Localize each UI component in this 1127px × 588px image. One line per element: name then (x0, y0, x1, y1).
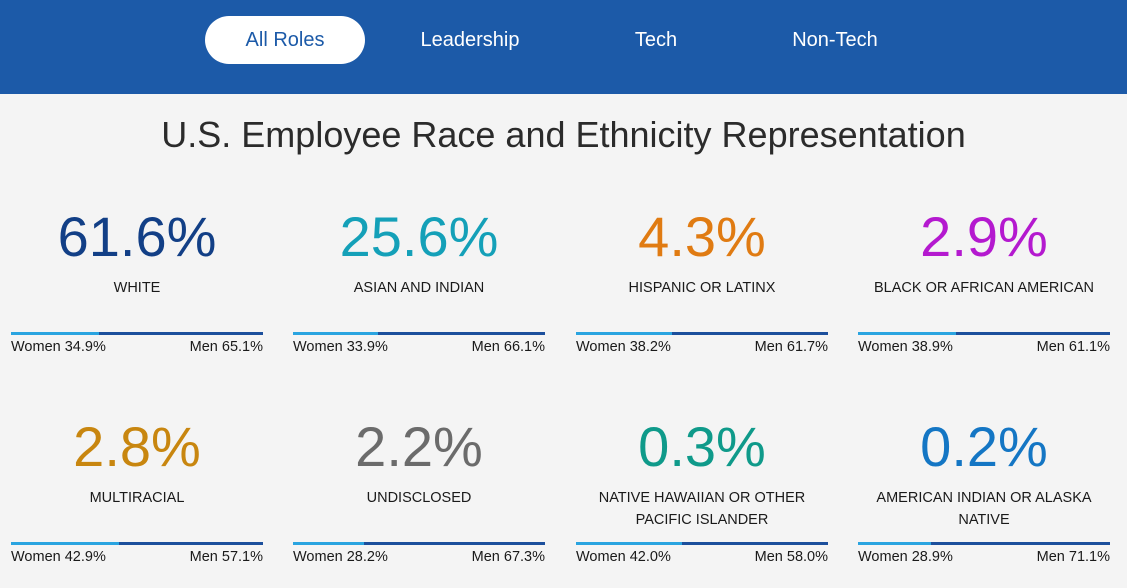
men-percentage: Men 65.1% (189, 339, 263, 355)
stat-label: NATIVE HAWAIIAN OR OTHER PACIFIC ISLANDER (598, 490, 806, 528)
gender-split-bar (11, 332, 263, 335)
women-percentage: Women 33.9% (293, 339, 388, 355)
women-percentage: Women 28.2% (293, 549, 388, 565)
stat-percentage: 2.9% (920, 205, 1048, 268)
category-tab-bar: All Roles Leadership Tech Non-Tech (0, 0, 1127, 94)
women-share-fill (293, 542, 365, 545)
men-percentage: Men 67.3% (471, 549, 545, 565)
women-percentage: Women 38.2% (576, 339, 671, 355)
tab-non-tech[interactable]: Non-Tech (792, 29, 878, 51)
stat-label: MULTIRACIAL (89, 490, 185, 506)
women-share-fill (11, 542, 120, 545)
women-share-fill (576, 332, 673, 335)
gender-split-bar (576, 542, 828, 545)
stat-percentage: 61.6% (57, 205, 217, 268)
gender-split-bar (576, 332, 828, 335)
women-share-fill (858, 542, 931, 545)
gender-split-bar (858, 332, 1110, 335)
stat-percentage: 2.2% (355, 415, 483, 478)
women-share-fill (293, 332, 379, 335)
women-percentage: Women 38.9% (858, 339, 953, 355)
gender-split-bar (293, 542, 545, 545)
stat-percentage: 25.6% (339, 205, 499, 268)
stat-percentage: 2.8% (73, 415, 201, 478)
stat-percentage: 4.3% (638, 205, 766, 268)
men-percentage: Men 71.1% (1036, 549, 1110, 565)
gender-split-bar (858, 542, 1110, 545)
men-percentage: Men 66.1% (471, 339, 545, 355)
tab-tech[interactable]: Tech (634, 29, 678, 51)
women-percentage: Women 42.0% (576, 549, 671, 565)
men-percentage: Men 58.0% (754, 549, 828, 565)
stat-label: HISPANIC OR LATINX (628, 280, 776, 296)
women-percentage: Women 42.9% (11, 549, 106, 565)
stat-label: AMERICAN INDIAN OR ALASKA NATIVE (876, 490, 1092, 528)
stat-label: ASIAN AND INDIAN (353, 280, 485, 296)
women-share-fill (858, 332, 957, 335)
page-title: U.S. Employee Race and Ethnicity Represe… (161, 114, 966, 155)
stat-percentage: 0.2% (920, 415, 1048, 478)
women-share-fill (11, 332, 99, 335)
women-percentage: Women 34.9% (11, 339, 106, 355)
men-percentage: Men 57.1% (189, 549, 263, 565)
stat-label: BLACK OR AFRICAN AMERICAN (874, 280, 1094, 296)
stat-label: UNDISCLOSED (366, 490, 472, 506)
gender-split-bar (11, 542, 263, 545)
men-percentage: Men 61.1% (1036, 339, 1110, 355)
women-share-fill (576, 542, 682, 545)
stat-label: WHITE (113, 280, 161, 296)
stat-percentage: 0.3% (638, 415, 766, 478)
men-percentage: Men 61.7% (754, 339, 828, 355)
gender-split-bar (293, 332, 545, 335)
women-percentage: Women 28.9% (858, 549, 953, 565)
tab-leadership[interactable]: Leadership (420, 29, 520, 51)
tab-all-roles[interactable]: All Roles (205, 16, 365, 64)
